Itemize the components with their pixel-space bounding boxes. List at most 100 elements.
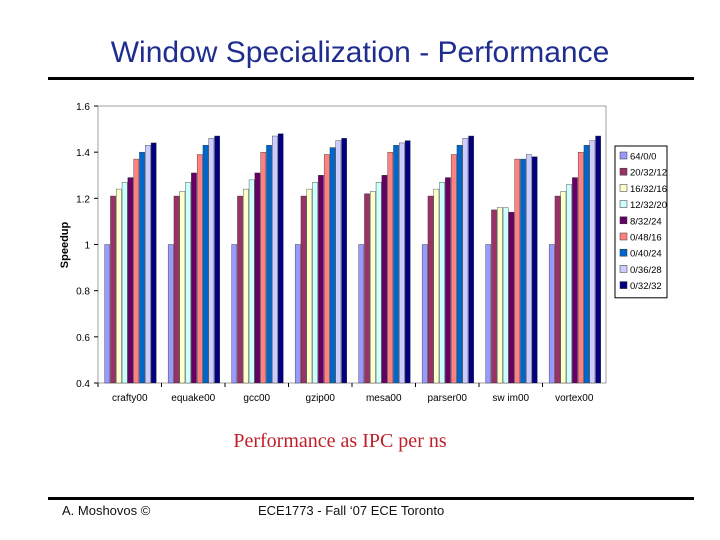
bar-mesa00-0-36-28 xyxy=(399,142,405,384)
bar-vortex00-0-48-16 xyxy=(577,151,584,384)
legend-label: 0/48/16 xyxy=(630,233,662,244)
bar-equake00-0-48-16 xyxy=(196,154,203,384)
bar-crafty00-12-32-20 xyxy=(121,181,128,384)
bar-gcc00-16-32-16 xyxy=(243,188,249,384)
bar-equake00-0-32-32 xyxy=(214,135,220,384)
bar-mesa00-0-48-16 xyxy=(387,151,394,384)
bar-vortex00-64-0-0 xyxy=(548,244,555,384)
legend-swatch xyxy=(619,248,628,257)
legend-label: 16/32/16 xyxy=(630,184,667,195)
legend-label: 0/36/28 xyxy=(630,265,662,276)
bar-swim00-8-32-24 xyxy=(508,211,515,384)
bar-parser00-8-32-24 xyxy=(445,177,451,384)
bar-equake00-64-0-0 xyxy=(167,244,174,384)
y-tick-label: 1 xyxy=(84,241,90,252)
bar-vortex00-0-36-28 xyxy=(589,140,596,384)
bar-swim00-12-32-20 xyxy=(502,207,509,384)
bar-vortex00-0-40-24 xyxy=(583,145,590,384)
bar-crafty00-0-36-28 xyxy=(145,145,151,384)
x-tick-label: equake00 xyxy=(171,393,215,404)
bar-swim00-0-48-16 xyxy=(514,158,521,384)
legend-swatch xyxy=(619,216,628,225)
x-axis-labels: crafty00 equake00 gcc00 gzip00 mesa00 parser0… xyxy=(97,383,594,404)
footer-divider xyxy=(48,497,694,500)
bar-gzip00-64-0-0 xyxy=(294,244,301,384)
legend-label: 8/32/24 xyxy=(630,216,662,227)
legend-swatch xyxy=(619,167,628,176)
bar-mesa00-12-32-20 xyxy=(375,181,382,384)
x-tick-label: parser00 xyxy=(428,393,468,404)
bar-gcc00-20-32-12 xyxy=(237,195,243,384)
speedup-bar-chart-svg: 0.4 0.6 0.8 1 1.2 1.4 1.6 crafty00 equake00 gcc0… xyxy=(59,102,668,404)
legend-swatch xyxy=(619,265,628,273)
y-tick-label: 1.4 xyxy=(76,148,90,159)
bar-swim00-0-40-24 xyxy=(520,158,526,384)
legend-label: 12/32/20 xyxy=(630,200,667,211)
bar-mesa00-16-32-16 xyxy=(370,191,376,384)
legend-swatch xyxy=(619,200,628,208)
bar-crafty00-0-32-32 xyxy=(150,142,157,384)
y-tick-label: 1.2 xyxy=(76,194,90,205)
slide-title: Window Specialization - Performance xyxy=(110,36,610,69)
bar-vortex00-8-32-24 xyxy=(572,177,578,384)
bar-parser00-0-36-28 xyxy=(462,138,469,384)
bar-gzip00-0-40-24 xyxy=(329,147,336,384)
bar-crafty00-0-48-16 xyxy=(133,158,140,384)
bar-vortex00-12-32-20 xyxy=(566,184,572,384)
bar-parser00-0-32-32 xyxy=(468,135,474,384)
legend-swatch xyxy=(619,281,628,289)
speedup-chart: 0.4 0.6 0.8 1 1.2 1.4 1.6 crafty00 equake00 gcc0… xyxy=(48,90,668,420)
bar-gzip00-0-32-32 xyxy=(341,138,347,384)
bar-gzip00-0-36-28 xyxy=(335,140,342,384)
bar-mesa00-8-32-24 xyxy=(381,175,388,384)
bar-mesa00-0-32-32 xyxy=(404,140,411,384)
x-tick-label: gcc00 xyxy=(243,393,270,404)
bar-gzip00-8-32-24 xyxy=(318,175,324,384)
bar-vortex00-0-32-32 xyxy=(595,135,601,384)
bar-equake00-8-32-24 xyxy=(191,172,197,384)
y-tick-label: 0.8 xyxy=(76,287,90,298)
bar-mesa00-0-40-24 xyxy=(393,145,399,384)
legend-swatch xyxy=(619,232,628,241)
legend-swatch xyxy=(619,184,628,192)
bar-gcc00-8-32-24 xyxy=(254,172,261,384)
bar-equake00-12-32-20 xyxy=(185,181,191,384)
bar-gcc00-64-0-0 xyxy=(231,244,238,384)
bar-swim00-20-32-12 xyxy=(491,209,497,384)
legend-label: 64/0/0 xyxy=(630,152,656,163)
y-axis-label: Speedup xyxy=(59,221,71,268)
bar-gzip00-20-32-12 xyxy=(300,195,307,384)
bar-gcc00-0-48-16 xyxy=(260,151,267,384)
y-tick-label: 0.4 xyxy=(76,379,90,390)
x-tick-label: crafty00 xyxy=(112,393,148,404)
bar-parser00-0-40-24 xyxy=(456,145,463,384)
bar-swim00-16-32-16 xyxy=(497,207,503,384)
bar-equake00-0-40-24 xyxy=(202,145,209,384)
bar-crafty00-64-0-0 xyxy=(104,244,111,384)
bar-parser00-20-32-12 xyxy=(427,195,434,384)
bar-swim00-0-36-28 xyxy=(526,154,532,384)
bar-crafty00-20-32-12 xyxy=(110,195,116,384)
bar-parser00-16-32-16 xyxy=(433,188,440,384)
bar-equake00-20-32-12 xyxy=(173,195,180,384)
x-tick-label: mesa00 xyxy=(366,393,402,404)
bar-parser00-64-0-0 xyxy=(421,244,428,384)
y-tick-label: 0.6 xyxy=(76,333,90,344)
bar-crafty00-8-32-24 xyxy=(127,177,134,384)
footer-author: A. Moshovos © xyxy=(62,503,151,518)
y-tick-label: 1.6 xyxy=(76,102,90,113)
footer-course: ECE1773 - Fall ‘07 ECE Toronto xyxy=(258,503,445,518)
title-divider xyxy=(48,77,694,80)
bar-swim00-64-0-0 xyxy=(485,244,492,384)
legend-label: 0/32/32 xyxy=(630,281,662,292)
legend-label: 20/32/12 xyxy=(630,168,667,179)
bar-gcc00-0-40-24 xyxy=(266,145,272,384)
y-axis: 0.4 0.6 0.8 1 1.2 1.4 1.6 xyxy=(76,102,98,390)
bar-mesa00-20-32-12 xyxy=(364,193,370,384)
bar-crafty00-16-32-16 xyxy=(116,188,122,384)
legend-label: 0/40/24 xyxy=(630,249,662,260)
bar-vortex00-20-32-12 xyxy=(554,195,561,384)
x-tick-label: sw im00 xyxy=(492,393,529,404)
bar-gzip00-12-32-20 xyxy=(312,181,318,384)
bars-group xyxy=(104,133,601,384)
